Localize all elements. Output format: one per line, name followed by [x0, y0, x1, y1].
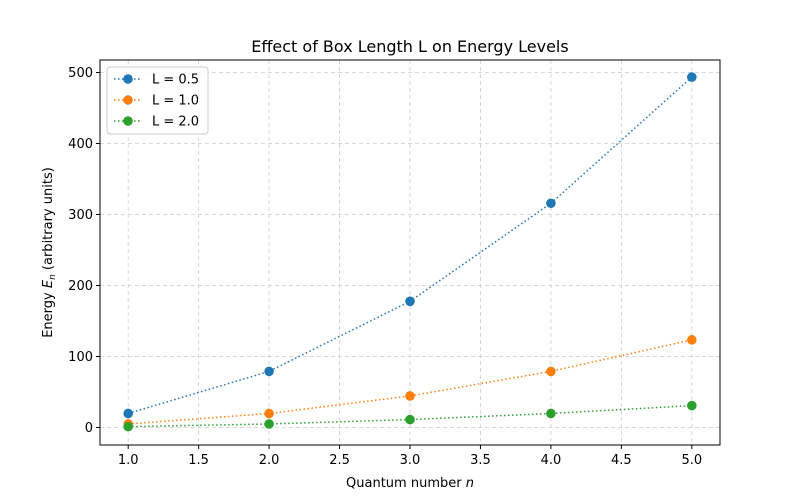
y-axis-label-subscript: n [48, 274, 58, 280]
x-tick-label: 1.0 [118, 453, 139, 468]
legend-marker [123, 74, 133, 84]
legend-label: L = 1.0 [152, 94, 199, 109]
data-point [264, 419, 274, 429]
data-point [546, 408, 556, 419]
data-point [405, 296, 415, 307]
series-1 [123, 72, 697, 419]
x-axis-label-prefix: Quantum number [346, 476, 466, 491]
x-tick-label: 2.5 [329, 453, 350, 468]
legend-entry: L = 1.0 [114, 94, 199, 109]
x-tick-label: 5.0 [681, 453, 702, 468]
y-tick-label: 0 [85, 421, 93, 436]
legend: L = 0.5 L = 1.0 L = 2.0 [106, 66, 209, 135]
y-axis-label-suffix: (arbitrary units) [41, 167, 56, 274]
chart-title: Effect of Box Length L on Energy Levels [251, 37, 568, 56]
data-point [264, 366, 274, 377]
legend-marker [123, 95, 133, 105]
y-axis: 0 100 200 300 400 500 [68, 66, 100, 436]
series-2 [123, 335, 697, 429]
data-point [687, 72, 697, 82]
data-point [687, 400, 697, 411]
series-group [123, 72, 697, 432]
y-tick-label: 100 [68, 350, 93, 365]
legend-label: L = 2.0 [152, 115, 199, 130]
y-tick-label: 300 [68, 208, 93, 223]
data-point [264, 408, 274, 419]
x-tick-label: 4.5 [611, 453, 632, 468]
legend-marker [123, 116, 133, 126]
x-tick-label: 3.0 [400, 453, 421, 468]
x-axis-label-variable: n [466, 476, 474, 491]
x-axis: 1.0 1.5 2.0 2.5 3.0 3.5 4.0 4.5 5.0 [118, 445, 702, 468]
data-point [546, 366, 556, 377]
x-tick-label: 2.0 [259, 453, 280, 468]
data-point [123, 408, 133, 419]
y-tick-label: 400 [68, 137, 93, 152]
x-tick-label: 4.0 [541, 453, 562, 468]
data-point [405, 391, 415, 401]
series-3 [123, 400, 697, 432]
legend-label: L = 0.5 [152, 73, 199, 88]
legend-entry: L = 0.5 [114, 73, 199, 88]
x-axis-label: Quantum number n [346, 476, 474, 491]
x-tick-label: 1.5 [188, 453, 209, 468]
data-point [687, 335, 697, 345]
y-axis-label-prefix: Energy [41, 288, 56, 338]
data-point [123, 421, 133, 432]
x-tick-label: 3.5 [470, 453, 491, 468]
grid [100, 60, 720, 445]
y-axis-label-variable: E [41, 279, 56, 288]
y-tick-label: 200 [68, 279, 93, 294]
legend-box [106, 66, 209, 135]
y-axis-label: Energy En (arbitrary units) [41, 167, 58, 338]
data-point [405, 414, 415, 425]
legend-entry: L = 2.0 [114, 115, 199, 130]
y-tick-label: 500 [68, 66, 93, 81]
data-point [546, 198, 556, 209]
